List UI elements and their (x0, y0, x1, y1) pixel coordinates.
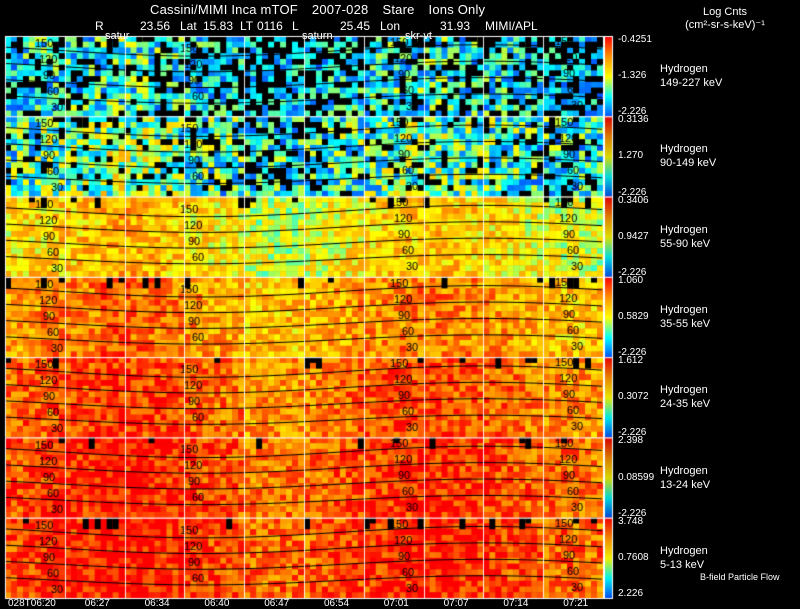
lat-label: Lat (180, 19, 197, 33)
channel-species: Hydrogen (660, 143, 708, 156)
channel-label-1: Hydrogen 90-149 keV (660, 142, 716, 170)
channel-energy: 13-24 keV (660, 478, 711, 491)
channel-energy: 149-227 keV (660, 77, 723, 90)
x-tick-label: 07:01 (383, 598, 409, 609)
channel-species: Hydrogen (660, 63, 708, 76)
colorbar-min-4: -2.226 (618, 427, 647, 439)
lon-value: 25.45 (340, 19, 371, 33)
colorbar-mid-3: 0.5829 (618, 311, 649, 322)
lt-label: LT (240, 19, 254, 33)
x-tick-label: 06:34 (144, 598, 170, 609)
colorbar-mid-1: 1.270 (618, 150, 644, 162)
colorbar-title: Log Cnts (cm²-sr-s-keV)⁻¹ (670, 6, 780, 32)
title-instrument: Cassini/MIMI Inca mTOF (150, 2, 298, 17)
channel-species: Hydrogen (660, 464, 708, 477)
colorbar-min-3: -2.226 (618, 347, 647, 359)
l-label: L (292, 19, 299, 33)
x-tick-label: 07:21 (563, 598, 589, 609)
colorbar-min-1: -2.226 (618, 186, 647, 198)
colorbar-mid-0: -1.326 (618, 70, 647, 82)
colorbar-max-1: 0.3136 (618, 114, 649, 126)
channel-species: Hydrogen (660, 223, 708, 236)
channel-label-5: Hydrogen 13-24 keV (660, 464, 710, 492)
title-mode: Stare (382, 2, 415, 17)
colorbar-mid-5: 0.08599 (618, 471, 655, 483)
channel-species: Hydrogen (660, 384, 708, 397)
title-date: 2007-028 (311, 2, 369, 17)
channel-label-3: Hydrogen 35-55 keV (660, 303, 710, 331)
colorbar-min-5: -2.226 (618, 507, 647, 519)
channel-energy: 5-13 keV (660, 558, 705, 571)
lat-value: 15.83 (203, 19, 234, 33)
channel-energy: 90-149 keV (660, 157, 717, 170)
colorbar-max-0: -0.4251 (618, 34, 652, 45)
x-tick-label: 06:40 (204, 598, 230, 609)
colorbar-title-text: Log Cnts (702, 6, 748, 18)
x-tick-label: 06:27 (84, 598, 110, 609)
channel-label-4: Hydrogen 24-35 keV (660, 383, 710, 411)
channel-energy: 24-35 keV (660, 398, 711, 411)
x-tick-label: 07:07 (443, 598, 469, 609)
colorbar-mid-6: 0.7608 (618, 551, 649, 563)
marker-saturn: saturn (302, 30, 333, 42)
colorbar-max-6: 3.748 (618, 515, 644, 527)
x-tick-label: 06:47 (264, 598, 290, 609)
x-tick-label: 06:54 (324, 598, 350, 609)
lon-label: Lon (380, 19, 401, 33)
colorbar-mid-2: 0.9427 (618, 230, 649, 242)
marker-satur: satur (105, 30, 130, 42)
channel-energy: 35-55 keV (660, 318, 711, 330)
colorbar-min-6: 2.226 (618, 588, 644, 599)
colorbar-max-4: 1.612 (618, 355, 644, 367)
lt-value: 0116 (257, 19, 283, 33)
l-value: 31.93 (440, 19, 471, 33)
channel-label-0: Hydrogen 149-227 keV (660, 62, 722, 90)
channel-label-6: Hydrogen 5-13 keV (660, 544, 708, 572)
x-tick-label: 028T06:20 (8, 598, 56, 609)
colorbar-max-5: 2.398 (618, 435, 644, 447)
marker-skr: skr-vt (405, 30, 432, 42)
footer-note: B-field Particle Flow (700, 572, 780, 582)
colorbar-mid-4: 0.3072 (618, 391, 649, 403)
r-value: 23.56 (140, 19, 171, 33)
plot-title: Cassini/MIMI Inca mTOF 2007-028 Stare Ions … (150, 2, 499, 17)
colorbar-min-0: -2.226 (618, 106, 647, 118)
title-species: Ions Only (428, 2, 486, 17)
channel-species: Hydrogen (660, 544, 708, 557)
colorbar-min-2: -2.226 (618, 266, 647, 278)
channel-label-2: Hydrogen 55-90 keV (660, 223, 710, 251)
channel-energy: 55-90 keV (660, 237, 711, 250)
channel-species: Hydrogen (660, 304, 708, 316)
source-label: MIMI/APL (485, 19, 538, 33)
colorbar-units: (cm²-sr-s-keV)⁻¹ (685, 19, 765, 31)
r-label: R (95, 19, 104, 33)
colorbar-max-2: 0.3406 (618, 194, 649, 206)
x-tick-label: 07:14 (503, 598, 529, 609)
colorbar-max-3: 1.060 (618, 274, 644, 286)
